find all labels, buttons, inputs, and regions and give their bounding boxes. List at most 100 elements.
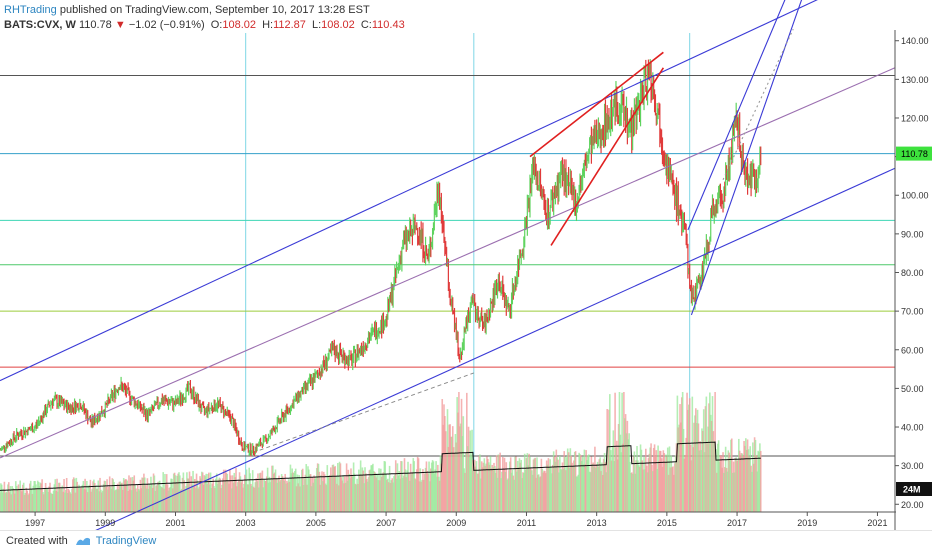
volume-bar [108, 486, 110, 512]
volume-bar [113, 481, 115, 512]
volume-bar [130, 490, 133, 512]
volume-bar [1, 492, 4, 512]
volume-bar [449, 424, 451, 512]
volume-bar [198, 486, 200, 512]
volume-bar [524, 469, 527, 512]
volume-bar [529, 456, 531, 512]
low-label: L: [311, 19, 322, 31]
volume-bar [527, 465, 530, 512]
volume-bar [645, 465, 648, 512]
volume-bar [335, 475, 337, 512]
volume-bar [585, 450, 587, 512]
y-tick-label: 50.00 [901, 384, 924, 394]
volume-bar [505, 462, 508, 512]
volume-bar [222, 469, 225, 512]
volume-bar [361, 467, 364, 512]
volume-bar [287, 479, 290, 512]
volume-bar [14, 481, 17, 512]
volume-bar [598, 459, 601, 512]
wedge-bottom-trendline[interactable] [550, 67, 665, 246]
volume-bar [186, 478, 189, 512]
volume-bar [486, 456, 488, 512]
symbol-label[interactable]: BATS:CVX, W [4, 19, 76, 31]
volume-bar [196, 480, 199, 512]
volume-bar [731, 472, 734, 512]
volume-bar [447, 446, 450, 512]
volume-bar [360, 474, 363, 512]
price-axis-panel [896, 30, 932, 530]
volume-bar [32, 485, 35, 512]
volume-bar [4, 493, 7, 512]
volume-bar [580, 460, 583, 512]
volume-bar [349, 478, 351, 512]
tradingview-brand[interactable]: TradingView [95, 534, 157, 547]
volume-bar [296, 474, 299, 512]
volume-bar [394, 460, 397, 512]
volume-bar [461, 436, 464, 512]
open-value: 108.02 [222, 19, 256, 31]
steep-channel-upper-trendline[interactable] [687, 0, 800, 231]
volume-bar [745, 438, 747, 512]
volume-bar [312, 482, 315, 512]
lower-channel-trendline[interactable] [0, 167, 896, 530]
price-chart[interactable]: 20.00 30.00 40.00 50.00 60.00 70.00 80.00 90.00… [0, 0, 932, 530]
volume-bar [518, 458, 521, 512]
volume-bar [263, 479, 265, 512]
volume-bar [701, 428, 703, 512]
volume-bar [279, 479, 282, 512]
volume-bar [79, 487, 82, 512]
volume-bar [504, 471, 507, 512]
volume-bar [658, 460, 660, 512]
volume-bar [337, 485, 340, 512]
volume-bar [579, 454, 581, 512]
publisher-name[interactable]: RHTrading [4, 4, 57, 16]
volume-bar [649, 447, 651, 512]
volume-bar [695, 408, 697, 512]
volume-bar [465, 452, 467, 512]
volume-bar [338, 461, 341, 512]
mid-channel-trendline[interactable] [0, 67, 896, 459]
volume-bar [487, 462, 490, 512]
dashed-support-trendline[interactable] [259, 372, 474, 451]
wedge-top-trendline[interactable] [529, 51, 664, 158]
volume-bar [494, 466, 496, 512]
volume-bar [49, 482, 51, 512]
volume-bar [452, 447, 455, 512]
x-tick-label: 2007 [376, 518, 396, 528]
volume-bar [167, 490, 170, 512]
volume-bar [740, 453, 743, 512]
volume-bar [75, 477, 78, 512]
volume-bar [16, 490, 19, 512]
trendlines[interactable] [0, 0, 896, 530]
volume-bar [90, 491, 93, 512]
volume-bar [506, 479, 508, 512]
volume-bar [564, 456, 566, 512]
volume-bar [294, 468, 297, 512]
volume-bar [495, 455, 498, 512]
volume-bar [580, 455, 582, 512]
steep-channel-lower-trendline[interactable] [690, 0, 814, 316]
volume-bar [738, 450, 741, 512]
volume-bar [582, 464, 585, 512]
volume-bar [232, 483, 235, 512]
volume-bar [717, 440, 720, 512]
volume-bar [600, 471, 602, 512]
upper-channel-trendline[interactable] [0, 0, 895, 382]
volume-bar [147, 488, 150, 512]
volume-bar [374, 472, 377, 512]
volume-bar [70, 493, 72, 512]
volume-bar [522, 472, 524, 512]
volume-bar [508, 461, 511, 512]
volume-bars [0, 392, 762, 512]
volume-bar [58, 482, 61, 512]
volume-bar [692, 447, 694, 512]
volume-bar [284, 473, 286, 512]
volume-bar [741, 453, 744, 512]
volume-bar [74, 492, 77, 512]
volume-bar [264, 480, 266, 512]
volume-bar [339, 463, 342, 512]
volume-bar [170, 478, 172, 512]
volume-bar [422, 469, 424, 512]
volume-bar [742, 455, 745, 512]
volume-bar [512, 475, 515, 512]
